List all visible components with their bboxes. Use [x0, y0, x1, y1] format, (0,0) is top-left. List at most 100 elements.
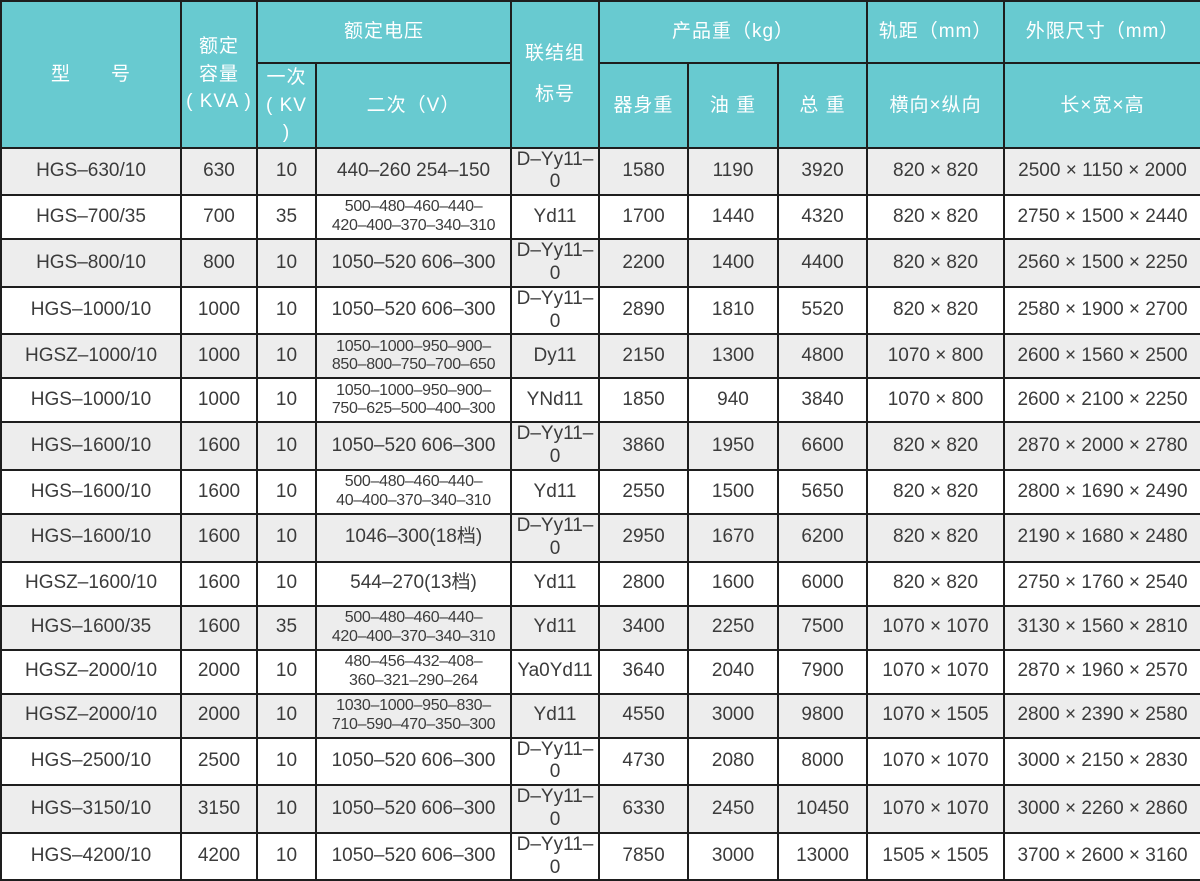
cell-conn: Yd11: [510, 469, 601, 516]
cell-gauge: 820 × 820: [866, 194, 1006, 241]
cell-secondary: 1050–1000–950–900– 750–625–500–400–300: [314, 377, 513, 424]
cell-model: HGSZ–2000/10: [0, 648, 182, 695]
cell-dims: 3000 × 2260 × 2860: [1003, 784, 1200, 834]
cell-body: 4550: [598, 692, 690, 739]
cell-total: 7900: [777, 648, 869, 695]
cell-total: 4800: [777, 333, 869, 380]
cell-conn: D–Yy11–0: [510, 238, 601, 288]
cell-body: 2950: [598, 513, 690, 563]
cell-gauge: 1070 × 1070: [866, 736, 1006, 787]
cell-kva: 700: [180, 194, 258, 241]
cell-gauge: 820 × 820: [866, 421, 1006, 472]
table-row: HGS–3150/10 3150 10 1050–520 606–300 D–Yy11–…: [0, 784, 1200, 834]
cell-oil: 1190: [687, 146, 780, 197]
cell-body: 7850: [598, 831, 690, 881]
table-row: HGSZ–1000/10 1000 10 1050–1000–950–900– 850…: [0, 333, 1200, 380]
col-header-capacity: 额定 容量 ( KVA ): [180, 0, 258, 149]
cell-secondary: 1050–520 606–300: [314, 736, 513, 787]
cell-kva: 1600: [180, 604, 258, 651]
cell-body: 1850: [598, 377, 690, 424]
cell-primary: 10: [256, 513, 317, 563]
cell-model: HGS–4200/10: [0, 831, 182, 881]
cell-gauge: 820 × 820: [866, 285, 1006, 336]
table-row: HGS–800/10 800 10 1050–520 606–300 D–Yy11–0 2…: [0, 238, 1200, 288]
cell-primary: 10: [256, 648, 317, 695]
cell-conn: Yd11: [510, 692, 601, 739]
cell-total: 6600: [777, 421, 869, 472]
col-header-gauge: 轨距（mm）: [866, 0, 1006, 64]
cell-body: 6330: [598, 784, 690, 834]
cell-oil: 1950: [687, 421, 780, 472]
cell-dims: 2600 × 2100 × 2250: [1003, 377, 1200, 424]
cell-dims: 3000 × 2150 × 2830: [1003, 736, 1200, 787]
cell-secondary: 1046–300(18档): [314, 513, 513, 563]
cell-total: 5650: [777, 469, 869, 516]
cell-model: HGS–1600/10: [0, 513, 182, 563]
cell-oil: 1810: [687, 285, 780, 336]
cell-oil: 1300: [687, 333, 780, 380]
cell-oil: 2040: [687, 648, 780, 695]
cell-oil: 2080: [687, 736, 780, 787]
cell-model: HGS–1600/10: [0, 421, 182, 472]
cell-dims: 3130 × 1560 × 2810: [1003, 604, 1200, 651]
cell-kva: 2000: [180, 648, 258, 695]
cell-primary: 10: [256, 421, 317, 472]
cell-secondary: 1050–520 606–300: [314, 784, 513, 834]
cell-conn: D–Yy11–0: [510, 831, 601, 881]
cell-model: HGS–630/10: [0, 146, 182, 197]
cell-model: HGS–800/10: [0, 238, 182, 288]
cell-body: 2890: [598, 285, 690, 336]
cell-primary: 35: [256, 604, 317, 651]
table-row: HGS–1600/35 1600 35 500–480–460–440– 420–40…: [0, 604, 1200, 651]
cell-secondary: 440–260 254–150: [314, 146, 513, 197]
cell-body: 2550: [598, 469, 690, 516]
cell-secondary: 1050–520 606–300: [314, 238, 513, 288]
table-row: HGS–1600/10 1600 10 1046–300(18档) D–Yy11–0 29…: [0, 513, 1200, 563]
cell-secondary: 500–480–460–440– 420–400–370–340–310: [314, 194, 513, 241]
cell-primary: 10: [256, 831, 317, 881]
cell-body: 3640: [598, 648, 690, 695]
cell-kva: 800: [180, 238, 258, 288]
table-row: HGSZ–1600/10 1600 10 544–270(13档) Yd11 2800 16…: [0, 560, 1200, 607]
table-row: HGS–1600/10 1600 10 1050–520 606–300 D–Yy11–…: [0, 421, 1200, 472]
cell-body: 2150: [598, 333, 690, 380]
cell-dims: 2870 × 2000 × 2780: [1003, 421, 1200, 472]
cell-model: HGSZ–2000/10: [0, 692, 182, 739]
cell-kva: 630: [180, 146, 258, 197]
cell-model: HGS–1000/10: [0, 285, 182, 336]
cell-oil: 940: [687, 377, 780, 424]
cell-gauge: 820 × 820: [866, 238, 1006, 288]
cell-dims: 2560 × 1500 × 2250: [1003, 238, 1200, 288]
cell-gauge: 1070 × 1070: [866, 648, 1006, 695]
col-header-voltage: 额定电压: [255, 0, 513, 64]
cell-conn: D–Yy11–0: [510, 421, 601, 472]
table-row: HGS–2500/10 2500 10 1050–520 606–300 D–Yy11–…: [0, 736, 1200, 787]
cell-conn: D–Yy11–0: [510, 513, 601, 563]
cell-gauge: 1070 × 1070: [866, 784, 1006, 834]
cell-secondary: 480–456–432–408– 360–321–290–264: [314, 648, 513, 695]
cell-gauge: 1070 × 800: [866, 377, 1006, 424]
cell-kva: 1000: [180, 377, 258, 424]
cell-primary: 10: [256, 692, 317, 739]
col-header-body-weight: 器身重: [598, 62, 690, 149]
cell-kva: 2500: [180, 736, 258, 787]
cell-gauge: 820 × 820: [866, 146, 1006, 197]
cell-kva: 1600: [180, 469, 258, 516]
cell-model: HGSZ–1000/10: [0, 333, 182, 380]
cell-dims: 2870 × 1960 × 2570: [1003, 648, 1200, 695]
cell-dims: 2500 × 1150 × 2000: [1003, 146, 1200, 197]
cell-model: HGS–1000/10: [0, 377, 182, 424]
cell-conn: D–Yy11–0: [510, 146, 601, 197]
col-header-oil-weight: 油 重: [687, 62, 780, 149]
cell-dims: 2800 × 2390 × 2580: [1003, 692, 1200, 739]
cell-oil: 1670: [687, 513, 780, 563]
cell-body: 2200: [598, 238, 690, 288]
cell-oil: 3000: [687, 831, 780, 881]
cell-primary: 35: [256, 194, 317, 241]
cell-dims: 2750 × 1500 × 2440: [1003, 194, 1200, 241]
cell-primary: 10: [256, 560, 317, 607]
cell-total: 5520: [777, 285, 869, 336]
cell-kva: 1000: [180, 285, 258, 336]
cell-conn: Yd11: [510, 194, 601, 241]
cell-kva: 1600: [180, 513, 258, 563]
